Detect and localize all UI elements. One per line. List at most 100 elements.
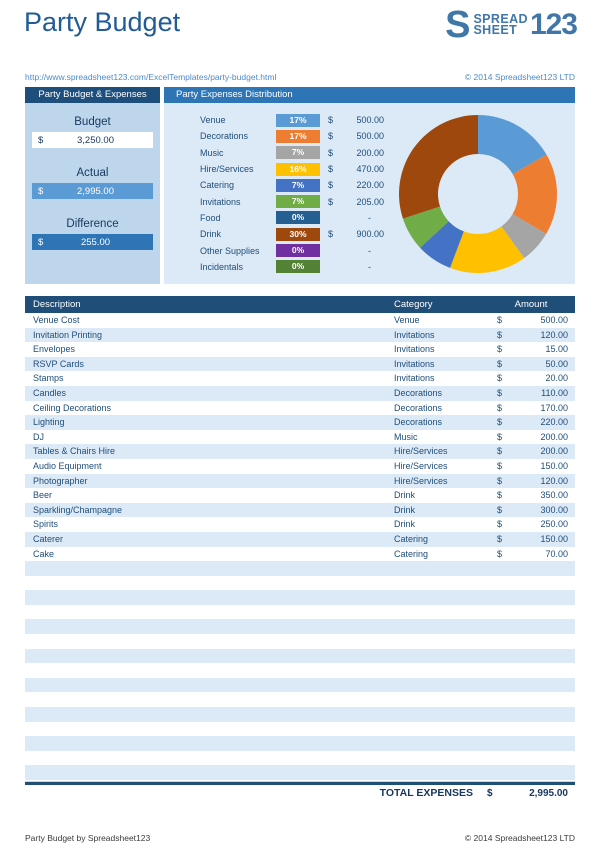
cell-currency-symbol: $ xyxy=(497,417,503,428)
cell-amount-value: 300.00 xyxy=(540,504,568,515)
cell-currency-symbol: $ xyxy=(497,490,503,501)
table-row: RSVP Cards Invitations $ 50.00 xyxy=(25,356,575,372)
page-header: Party Budget S SPREAD SHEET 123 xyxy=(0,0,600,48)
cell-category: Hire/Services xyxy=(394,460,448,471)
category-label: Other Supplies xyxy=(200,245,260,256)
cell-amount-value: 110.00 xyxy=(541,387,568,398)
category-label: Decorations xyxy=(200,131,249,142)
category-amount: 205.00 xyxy=(356,196,384,207)
cell-category: Drink xyxy=(394,490,416,501)
column-amount: Amount xyxy=(514,299,548,310)
cell-amount: $ 500.00 xyxy=(487,313,575,328)
total-amount: 2,995.00 xyxy=(529,787,568,799)
percent-chip: 16% xyxy=(276,162,320,176)
cell-category: Invitations xyxy=(394,344,435,355)
cell-description: Photographer xyxy=(33,475,88,486)
cell-currency-symbol: $ xyxy=(497,504,503,515)
donut-slice-hire-services xyxy=(449,225,524,273)
cell-description: Invitation Printing xyxy=(33,329,103,340)
currency-symbol: $ xyxy=(328,229,334,240)
distribution-row: Incidentals 0% - xyxy=(200,259,384,275)
template-url-link[interactable]: http://www.spreadsheet123.com/ExcelTempl… xyxy=(25,72,277,82)
page-footer: Party Budget by Spreadsheet123 © 2014 Sp… xyxy=(25,833,575,843)
currency-symbol: $ xyxy=(328,131,334,142)
category-amount: 200.00 xyxy=(356,147,384,158)
empty-row xyxy=(25,576,575,591)
cell-description: DJ xyxy=(33,431,44,442)
cell-amount-value: 120.00 xyxy=(540,475,568,486)
cell-amount: $ 110.00 xyxy=(487,386,575,401)
category-amount: - xyxy=(368,245,371,256)
table-row: DJ Music $ 200.00 xyxy=(25,430,575,445)
cell-description: RSVP Cards xyxy=(33,358,84,369)
currency-symbol: $ xyxy=(328,147,334,158)
percent-chip: 7% xyxy=(276,195,320,209)
distribution-row: Food 0% - xyxy=(200,210,384,226)
column-category: Category xyxy=(394,299,433,310)
empty-row xyxy=(25,561,575,576)
percent-chip: 30% xyxy=(276,227,320,241)
cell-description: Tables & Chairs Hire xyxy=(33,446,116,457)
table-row: Caterer Catering $ 150.00 xyxy=(25,531,575,547)
cell-category: Catering xyxy=(394,533,429,544)
cell-category: Catering xyxy=(394,548,429,559)
empty-row xyxy=(25,751,575,766)
copyright-bottom: © 2014 Spreadsheet123 LTD xyxy=(464,833,575,843)
category-amount: 900.00 xyxy=(356,229,384,240)
currency-symbol: $ xyxy=(328,180,334,191)
logo-word-spread: SPREAD xyxy=(473,12,528,26)
cell-amount: $ 250.00 xyxy=(487,517,575,532)
distribution-row: Venue 17% $ 500.00 xyxy=(200,112,384,128)
cell-category: Drink xyxy=(394,504,416,515)
cell-description: Spirits xyxy=(33,519,59,530)
category-label: Invitations xyxy=(200,196,241,207)
cell-amount: $ 70.00 xyxy=(487,547,575,562)
table-row: Spirits Drink $ 250.00 xyxy=(25,517,575,532)
cell-amount-value: 500.00 xyxy=(540,315,568,325)
cell-currency-symbol: $ xyxy=(497,475,503,486)
category-label: Catering xyxy=(200,180,235,191)
budget-label: Budget xyxy=(74,116,111,128)
category-amount: - xyxy=(368,212,371,223)
distribution-list: Venue 17% $ 500.00 Decorations 17% $ 500… xyxy=(200,112,384,275)
percent-chip: 7% xyxy=(276,146,320,160)
cell-description: Lighting xyxy=(33,417,65,428)
cell-amount: $ 200.00 xyxy=(487,430,575,445)
page-title: Party Budget xyxy=(24,7,181,37)
cell-category: Invitations xyxy=(394,373,435,384)
category-label: Food xyxy=(200,212,221,223)
cell-category: Decorations xyxy=(394,402,443,413)
distribution-panel: Venue 17% $ 500.00 Decorations 17% $ 500… xyxy=(164,103,575,284)
cell-amount: $ 120.00 xyxy=(487,474,575,489)
donut-slice-decorations xyxy=(512,154,557,234)
percent-chip: 17% xyxy=(276,113,320,127)
cell-description: Sparkling/Champagne xyxy=(33,504,123,515)
cell-amount: $ 50.00 xyxy=(487,357,575,372)
table-row: Sparkling/Champagne Drink $ 300.00 xyxy=(25,502,575,518)
distribution-row: Hire/Services 16% $ 470.00 xyxy=(200,161,384,177)
cell-amount-value: 200.00 xyxy=(540,431,568,442)
empty-row xyxy=(25,722,575,737)
donut-chart xyxy=(384,112,571,275)
budget-group: Budget $ 3,250.00 xyxy=(25,116,160,148)
cell-currency-symbol: $ xyxy=(497,446,503,457)
total-separator xyxy=(25,781,575,782)
logo-s-icon: S xyxy=(445,4,471,46)
cell-amount-value: 120.00 xyxy=(540,329,568,340)
category-label: Hire/Services xyxy=(200,164,254,175)
distribution-row: Music 7% $ 200.00 xyxy=(200,145,384,161)
cell-amount: $ 300.00 xyxy=(487,503,575,518)
cell-category: Drink xyxy=(394,519,416,530)
cell-amount-value: 20.00 xyxy=(545,373,568,384)
table-row: Beer Drink $ 350.00 xyxy=(25,488,575,503)
actual-label: Actual xyxy=(76,167,109,179)
cell-currency-symbol: $ xyxy=(497,373,503,384)
empty-row xyxy=(25,663,575,678)
empty-row xyxy=(25,648,575,664)
budget-input[interactable]: $ 3,250.00 xyxy=(32,132,153,148)
column-description: Description xyxy=(33,299,81,310)
cell-currency-symbol: $ xyxy=(497,548,503,559)
currency-symbol: $ xyxy=(328,115,334,126)
cell-description: Cake xyxy=(33,548,55,559)
